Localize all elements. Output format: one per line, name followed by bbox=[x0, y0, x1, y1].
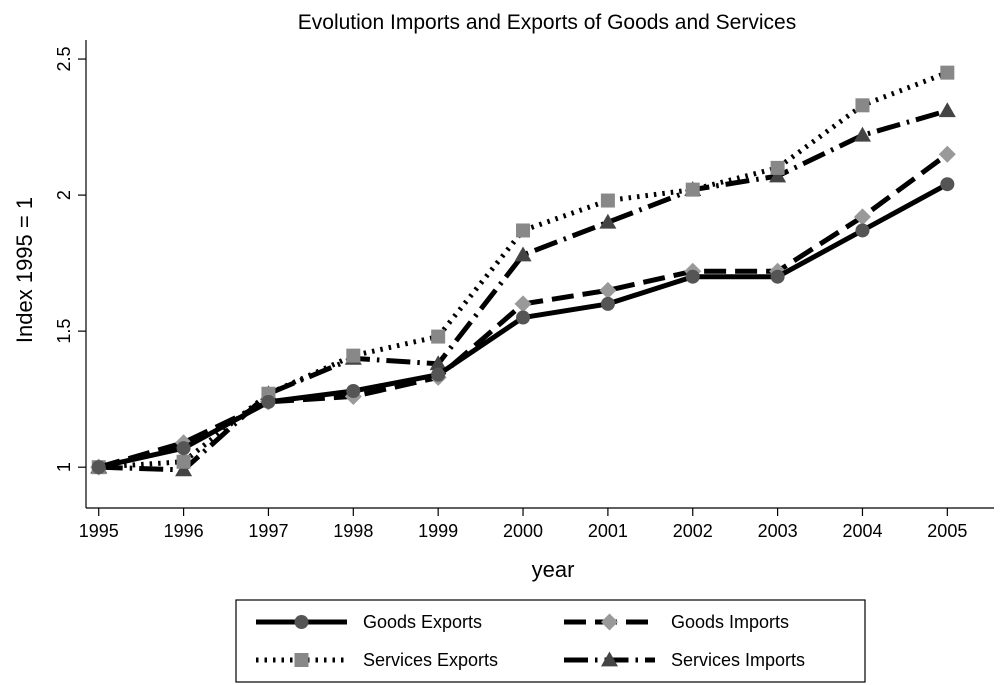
x-tick-label: 2004 bbox=[842, 521, 882, 541]
series-line-services-exports bbox=[98, 70, 949, 470]
data-point-services-imports bbox=[853, 126, 871, 142]
legend-swatch-marker bbox=[601, 613, 618, 631]
data-point-goods-imports bbox=[514, 295, 532, 313]
data-point-goods-exports bbox=[261, 394, 276, 409]
legend-label: Goods Imports bbox=[671, 612, 789, 632]
x-tick-label: 2000 bbox=[503, 521, 543, 541]
data-point-services-exports bbox=[516, 223, 531, 238]
data-point-goods-exports bbox=[600, 296, 615, 311]
legend-swatch-marker bbox=[294, 653, 309, 667]
series-goods-exports bbox=[91, 177, 955, 475]
y-tick-label: 1 bbox=[54, 462, 74, 472]
axes bbox=[85, 40, 994, 509]
data-point-goods-exports bbox=[685, 269, 700, 284]
data-point-services-imports bbox=[769, 167, 787, 183]
data-point-goods-imports bbox=[853, 208, 871, 226]
legend-item-services-exports: Services Exports bbox=[256, 650, 498, 670]
data-point-services-exports bbox=[685, 182, 700, 197]
data-point-services-imports bbox=[938, 102, 956, 118]
y-tick-label: 2 bbox=[54, 190, 74, 200]
x-axis-title: year bbox=[532, 557, 575, 582]
legend-swatch-marker bbox=[601, 651, 618, 667]
legend-label: Services Exports bbox=[363, 650, 498, 670]
x-tick-label: 1999 bbox=[418, 521, 458, 541]
legend-label: Goods Exports bbox=[363, 612, 482, 632]
series-services-imports bbox=[90, 102, 956, 477]
legend-item-services-imports: Services Imports bbox=[564, 650, 805, 670]
data-point-services-imports bbox=[514, 246, 532, 262]
data-point-goods-exports bbox=[516, 310, 531, 325]
x-tick-label: 1998 bbox=[333, 521, 373, 541]
x-ticks: 1995 1996 1997 1998 1999 2000 2001 2002 2003 2004… bbox=[79, 508, 967, 541]
data-point-services-imports bbox=[175, 461, 193, 477]
chart-title: Evolution Imports and Exports of Goods a… bbox=[298, 11, 796, 34]
data-point-goods-exports bbox=[91, 460, 106, 475]
data-point-services-imports bbox=[599, 213, 617, 229]
y-tick-label: 1.5 bbox=[54, 319, 74, 344]
data-point-services-exports bbox=[176, 454, 191, 469]
x-tick-label: 1995 bbox=[79, 521, 119, 541]
x-tick-label: 2002 bbox=[673, 521, 713, 541]
data-point-goods-imports bbox=[938, 145, 956, 163]
data-point-services-exports bbox=[346, 348, 361, 363]
x-tick-label: 2003 bbox=[758, 521, 798, 541]
series-services-exports bbox=[91, 65, 955, 475]
data-point-services-exports bbox=[855, 98, 870, 113]
data-point-goods-imports bbox=[599, 281, 617, 299]
y-tick-label: 2.5 bbox=[54, 47, 74, 72]
x-tick-label: 1996 bbox=[164, 521, 204, 541]
data-point-services-exports bbox=[600, 193, 615, 208]
legend: Goods Exports Goods Imports Services Expor… bbox=[235, 599, 866, 683]
x-tick-label: 2001 bbox=[588, 521, 628, 541]
data-point-goods-exports bbox=[431, 367, 446, 382]
legend-item-goods-imports: Goods Imports bbox=[564, 612, 789, 632]
data-point-goods-exports bbox=[770, 269, 785, 284]
data-point-goods-exports bbox=[346, 384, 361, 398]
data-point-services-imports bbox=[429, 355, 447, 371]
legend-label: Services Imports bbox=[671, 650, 805, 670]
legend-swatch-marker bbox=[294, 615, 309, 629]
legend-item-goods-exports: Goods Exports bbox=[256, 612, 482, 632]
data-point-services-exports bbox=[431, 329, 446, 344]
data-point-services-exports bbox=[940, 65, 955, 80]
x-tick-label: 1997 bbox=[248, 521, 288, 541]
data-point-goods-exports bbox=[940, 177, 955, 192]
data-point-goods-exports bbox=[176, 441, 191, 456]
y-ticks: 1 1.5 2 2.5 bbox=[54, 47, 86, 472]
data-point-goods-exports bbox=[855, 223, 870, 238]
data-point-services-exports bbox=[770, 160, 785, 175]
y-axis-title: Index 1995 = 1 bbox=[12, 197, 37, 343]
series-layer bbox=[90, 65, 956, 477]
x-tick-label: 2005 bbox=[927, 521, 967, 541]
legend-box bbox=[235, 599, 866, 683]
series-line-services-imports bbox=[98, 108, 949, 473]
